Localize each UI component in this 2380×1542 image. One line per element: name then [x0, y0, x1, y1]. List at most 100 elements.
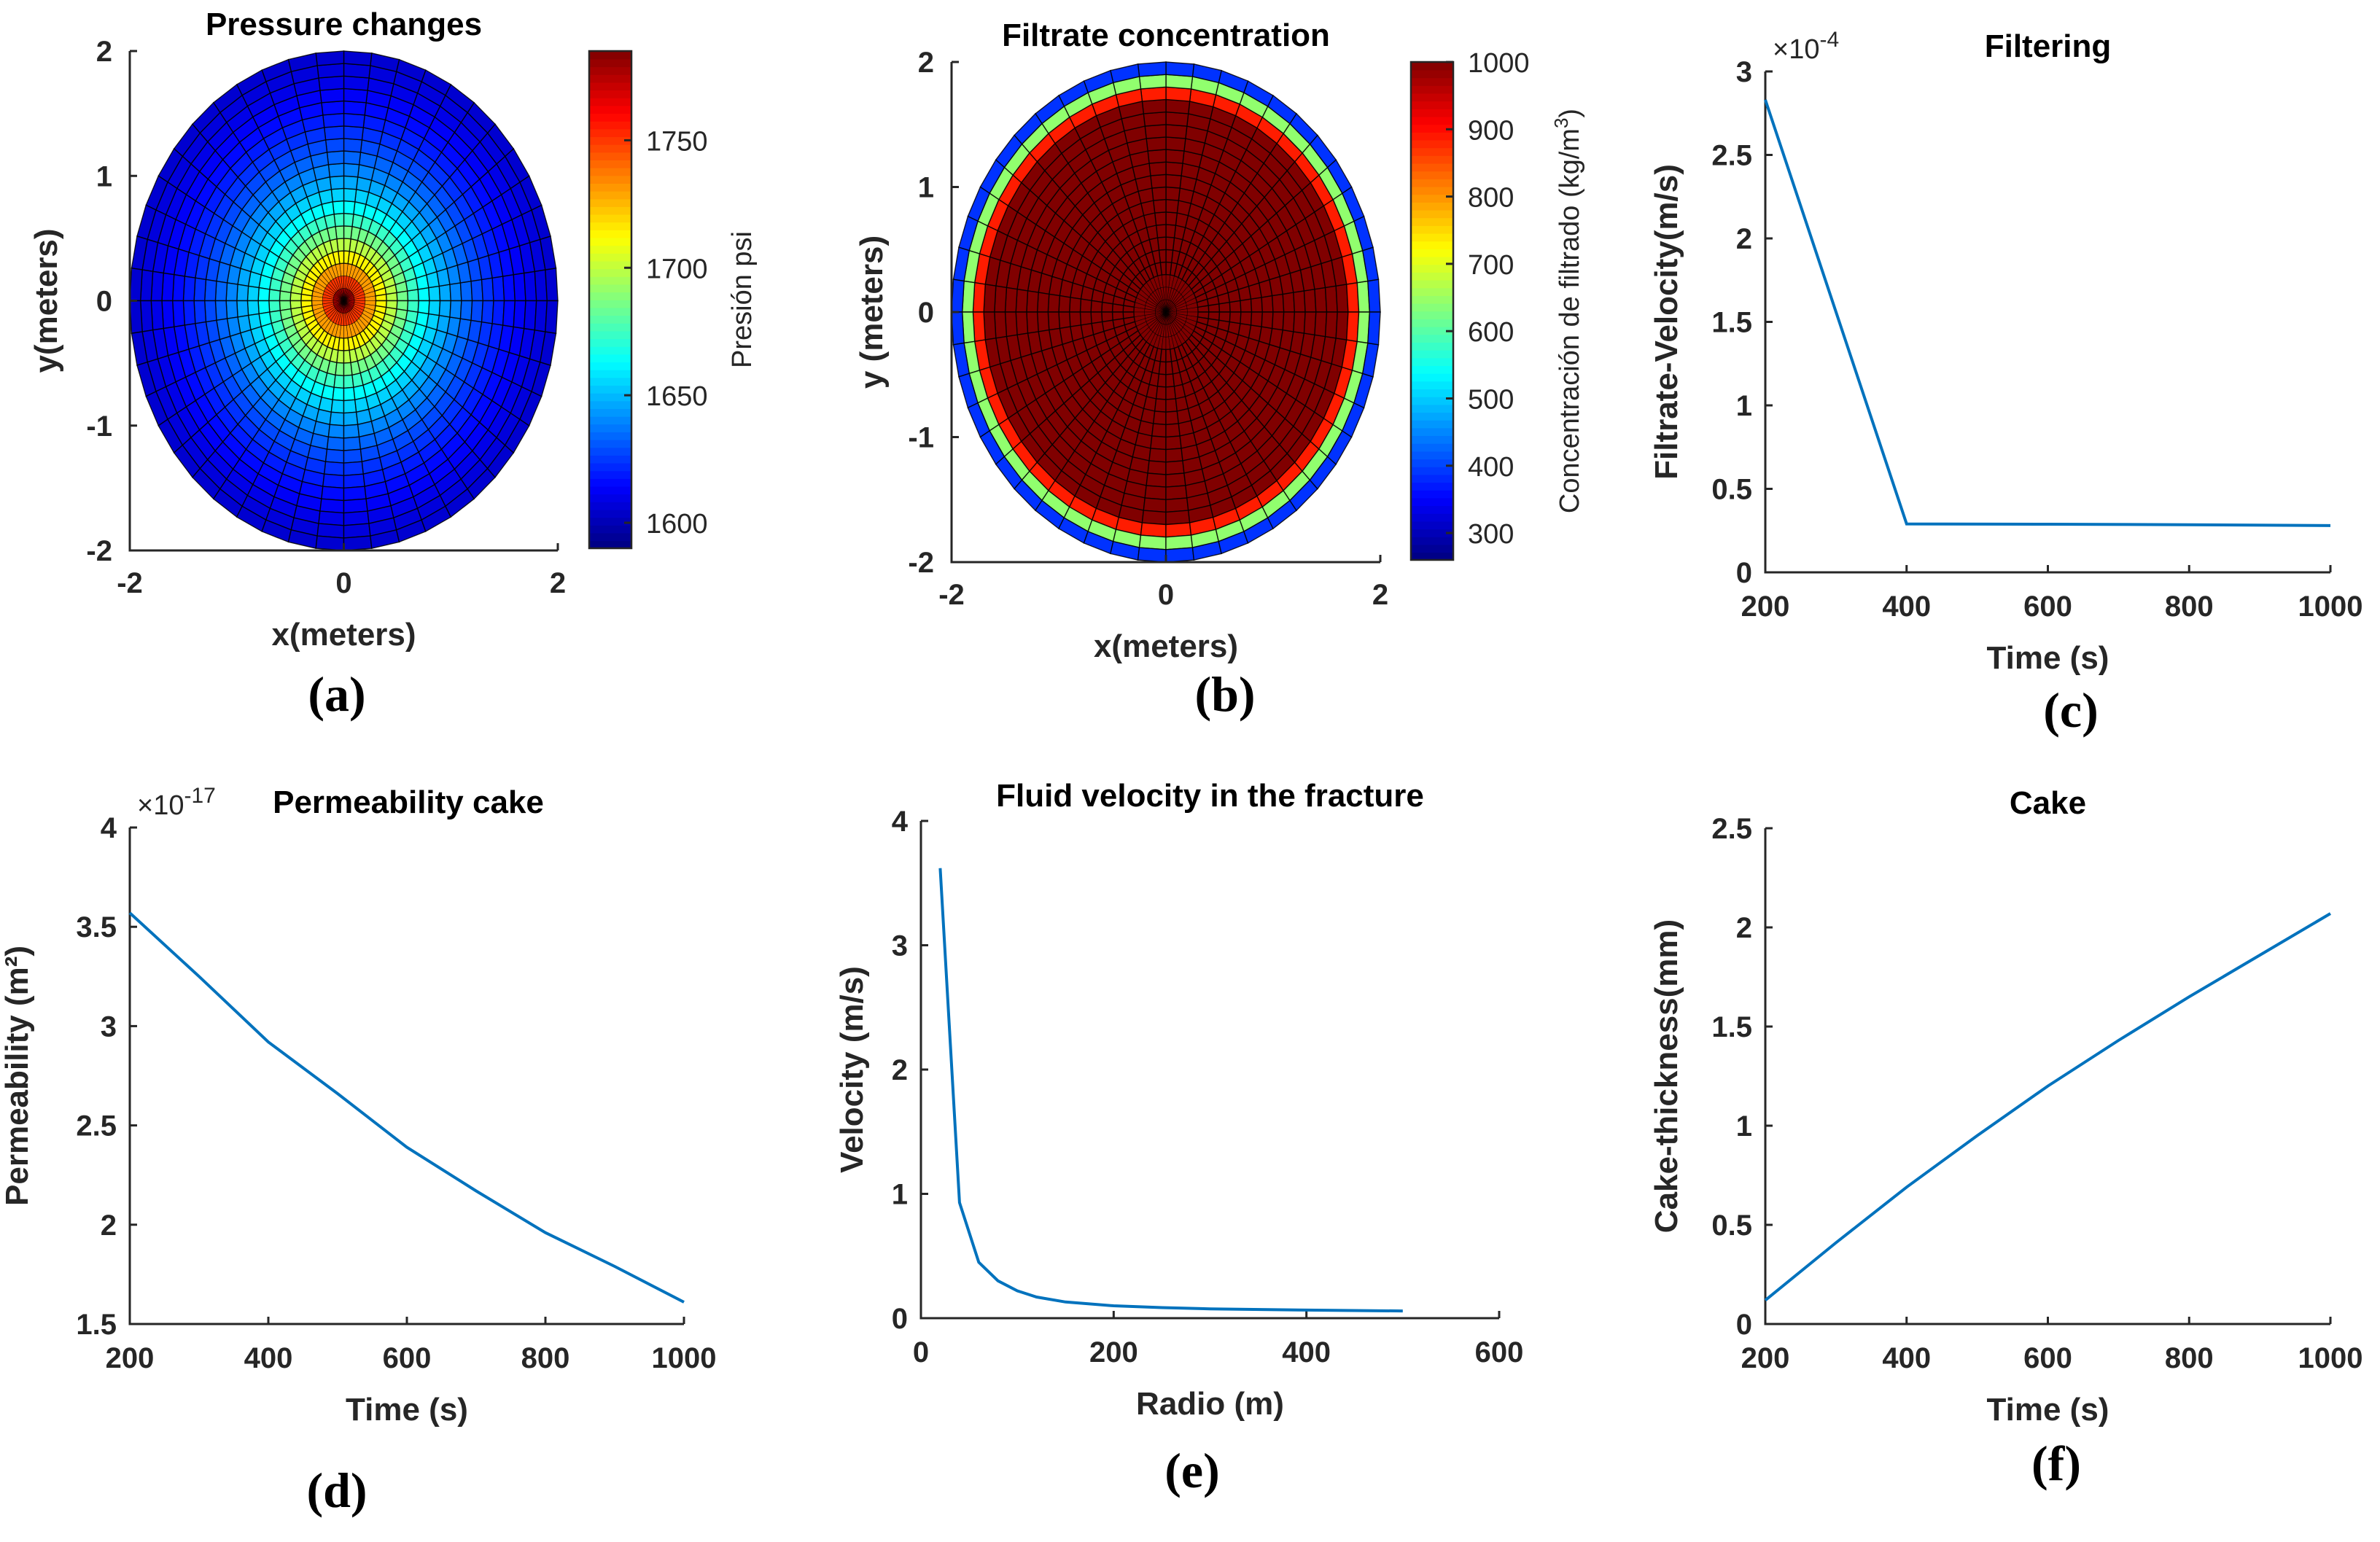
colorbar-segment: [589, 486, 631, 495]
colorbar-segment: [589, 230, 631, 238]
colorbar-tick-label: 600: [1468, 317, 1514, 348]
heatmap-cell: [335, 362, 345, 377]
colorbar: 1600 1650 1700 1750 Presión psi: [588, 50, 758, 550]
heatmap-cell: [481, 300, 494, 324]
colorbar-segment: [1411, 311, 1453, 319]
x-tick-label: 400: [1882, 591, 1931, 623]
colorbar-tick-label: 700: [1468, 250, 1514, 281]
colorbar-segment: [589, 494, 631, 502]
heatmap-cell: [1144, 124, 1167, 139]
heatmap-cell: [428, 300, 441, 316]
colorbar-segment: [589, 97, 631, 106]
heatmap-cell: [1155, 386, 1167, 400]
colorbar-segment: [589, 214, 631, 223]
heatmap-cell: [343, 138, 363, 153]
colorbar-tick-label: 400: [1468, 452, 1514, 483]
y-tick-label: 3: [892, 930, 908, 962]
colorbar-segment: [589, 276, 631, 285]
heatmap-cell: [1335, 311, 1349, 340]
heatmap-cell: [1165, 61, 1195, 77]
colorbar-label-part: 3: [1550, 118, 1572, 128]
heatmap-cell: [336, 349, 345, 364]
colorbar-segment: [1411, 489, 1453, 499]
y-tick-label: -2: [908, 547, 934, 579]
heatmap-cell: [1165, 224, 1177, 238]
x-tick-label: 2: [550, 567, 566, 599]
heatmap-cell: [449, 300, 462, 319]
colorbar-segment: [1411, 155, 1453, 164]
heatmap-cell: [481, 277, 494, 302]
heatmap-cell: [343, 175, 359, 190]
chart-title: Filtrate concentration: [1002, 17, 1330, 53]
heatmap-cell: [1111, 303, 1124, 313]
x-tick-label: -2: [938, 579, 965, 611]
x-tick-label: 200: [1741, 1342, 1790, 1374]
heatmap-cell: [1026, 311, 1039, 334]
heatmap-cell: [129, 267, 143, 302]
colorbar-segment: [1411, 482, 1453, 491]
heatmap-cell: [1158, 361, 1167, 375]
colorbar-segment: [589, 354, 631, 363]
heatmap-cell: [1303, 288, 1317, 313]
heatmap-cell: [300, 293, 313, 302]
heatmap-cell: [1282, 311, 1296, 332]
colorbar-segment: [589, 90, 631, 98]
colorbar-segment: [589, 424, 631, 432]
y-axis-label: Cake-thickness(mm): [1649, 919, 1684, 1233]
heatmap-cell: [330, 187, 345, 203]
colorbar: 300 400 500 600 700 800 900 1000 Concentración d…: [1409, 48, 1585, 561]
colorbar-segment: [1411, 365, 1453, 374]
colorbar-segment: [589, 432, 631, 440]
heatmap-cell: [193, 277, 207, 302]
heatmap-cell: [343, 87, 368, 104]
heatmap-cell: [330, 399, 345, 414]
heatmap-cell: [1015, 311, 1029, 336]
heatmap-cell: [343, 424, 360, 439]
colorbar-label: Presión psi: [727, 231, 758, 368]
x-tick-label: 400: [1882, 1342, 1931, 1374]
heatmap-cell: [1293, 311, 1306, 334]
heatmap-cell: [343, 100, 367, 116]
y-tick-label: 1.5: [1711, 307, 1752, 339]
colorbar-segment: [589, 362, 631, 370]
heatmap-cell: [326, 436, 345, 451]
x-tick-label: 400: [1282, 1336, 1331, 1368]
y-tick-label: -2: [86, 535, 112, 567]
heatmap-cell: [1165, 174, 1182, 189]
colorbar-segment: [1411, 529, 1453, 537]
heatmap-cell: [343, 187, 357, 203]
axis-exponent: ×10-4: [1773, 28, 1839, 66]
heatmap-cell: [268, 289, 281, 302]
panel-c: 200 400 600 800 1000 0 0.5 1 1.5 2 2.5 3 ×10-4 Filter…: [1649, 28, 2362, 739]
heatmap-cell: [182, 300, 196, 326]
heatmap-cell: [343, 411, 359, 427]
heatmap-cell: [1165, 136, 1186, 152]
heatmap-cell: [343, 399, 357, 414]
heatmap-cell: [1058, 311, 1071, 330]
data-line: [1764, 912, 2332, 1301]
colorbar-segment: [589, 144, 631, 153]
colorbar-segment: [589, 455, 631, 464]
y-tick-label: 2.5: [1711, 813, 1752, 845]
heatmap-cell: [1165, 211, 1178, 226]
heatmap-cell: [1293, 290, 1306, 313]
y-tick-label: 1: [892, 1179, 908, 1211]
colorbar-segment: [1411, 303, 1453, 312]
heatmap-cell: [1144, 485, 1167, 501]
heatmap-cell: [1079, 311, 1092, 326]
heatmap-cell: [1143, 111, 1167, 127]
heatmap-cell: [1165, 161, 1183, 176]
colorbar-segment: [1411, 521, 1453, 530]
y-tick-label: -1: [86, 410, 112, 443]
colorbar-segment: [589, 82, 631, 91]
colorbar-segment: [589, 439, 631, 448]
heatmap-cell: [502, 273, 516, 302]
colorbar-tick-label: 1750: [646, 126, 708, 157]
heatmap-cell: [1367, 311, 1381, 346]
heatmap-cell: [1282, 292, 1296, 313]
heatmap-cell: [1150, 174, 1167, 189]
y-axis-label: Velocity (m/s): [834, 966, 870, 1173]
heatmap-cell: [417, 300, 430, 315]
x-tick-label: 1000: [2298, 1342, 2363, 1374]
chart-title: Filtering: [1985, 28, 2112, 64]
